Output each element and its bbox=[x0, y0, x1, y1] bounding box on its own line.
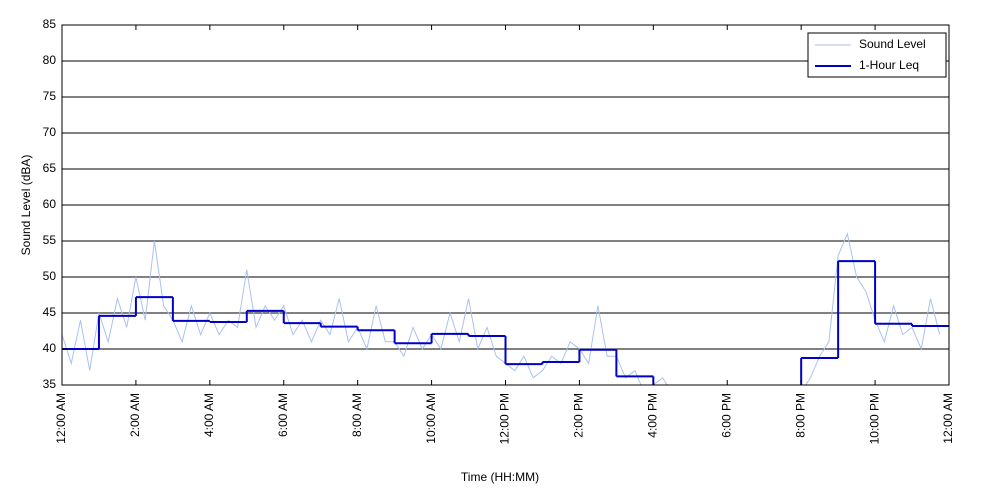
x-tick-label: 8:00 AM bbox=[350, 393, 364, 437]
legend-label: Sound Level bbox=[859, 37, 926, 51]
x-tick-label: 6:00 AM bbox=[276, 393, 290, 437]
x-tick-label: 10:00 AM bbox=[424, 393, 438, 444]
legend-box bbox=[807, 32, 947, 78]
y-tick-label: 75 bbox=[43, 89, 57, 103]
y-tick-label: 50 bbox=[43, 269, 57, 283]
y-tick-label: 60 bbox=[43, 197, 57, 211]
x-axis-label: Time (HH:MM) bbox=[461, 470, 539, 484]
y-tick-label: 70 bbox=[43, 125, 57, 139]
x-tick-label: 10:00 PM bbox=[867, 393, 881, 444]
y-tick-label: 35 bbox=[43, 377, 57, 391]
legend-label: 1-Hour Leq bbox=[859, 58, 919, 72]
x-tick-label: 12:00 AM bbox=[941, 393, 955, 444]
x-tick-label: 2:00 PM bbox=[572, 393, 586, 438]
x-tick-label: 12:00 PM bbox=[498, 393, 512, 444]
y-tick-label: 80 bbox=[43, 53, 57, 67]
x-tick-label: 12:00 AM bbox=[54, 393, 68, 444]
x-tick-label: 4:00 PM bbox=[646, 393, 660, 438]
x-tick-label: 6:00 PM bbox=[719, 393, 733, 438]
x-tick-label: 4:00 AM bbox=[202, 393, 216, 437]
y-tick-label: 55 bbox=[43, 233, 57, 247]
x-tick-label: 8:00 PM bbox=[793, 393, 807, 438]
y-tick-label: 45 bbox=[43, 305, 57, 319]
x-tick-label: 2:00 AM bbox=[128, 393, 142, 437]
y-axis-label: Sound Level (dBA) bbox=[19, 155, 33, 256]
sound-level-line bbox=[62, 232, 941, 385]
y-tick-label: 85 bbox=[43, 17, 57, 31]
y-tick-label: 40 bbox=[43, 341, 57, 355]
y-tick-label: 65 bbox=[43, 161, 57, 175]
